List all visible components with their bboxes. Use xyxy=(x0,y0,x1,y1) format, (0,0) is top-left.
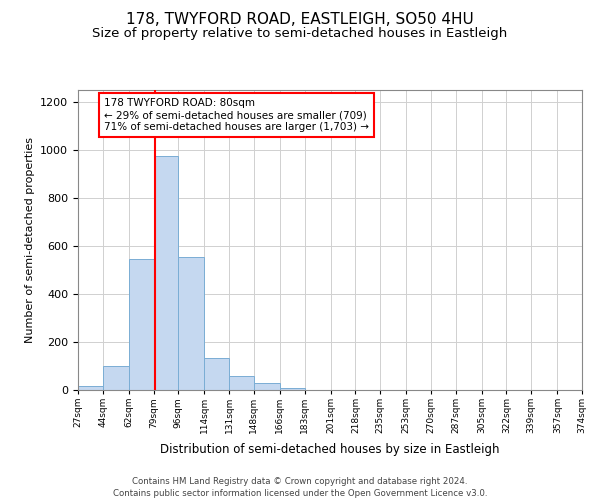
Bar xyxy=(229,376,254,390)
Bar xyxy=(254,384,280,390)
Text: Size of property relative to semi-detached houses in Eastleigh: Size of property relative to semi-detach… xyxy=(92,28,508,40)
Text: 178, TWYFORD ROAD, EASTLEIGH, SO50 4HU: 178, TWYFORD ROAD, EASTLEIGH, SO50 4HU xyxy=(126,12,474,28)
Bar xyxy=(154,156,178,390)
Text: 178 TWYFORD ROAD: 80sqm
← 29% of semi-detached houses are smaller (709)
71% of s: 178 TWYFORD ROAD: 80sqm ← 29% of semi-de… xyxy=(104,98,369,132)
Y-axis label: Number of semi-detached properties: Number of semi-detached properties xyxy=(25,137,35,343)
Bar xyxy=(103,366,129,390)
Text: Distribution of semi-detached houses by size in Eastleigh: Distribution of semi-detached houses by … xyxy=(160,442,500,456)
Bar xyxy=(129,259,154,390)
Bar xyxy=(178,257,205,390)
Text: Contains public sector information licensed under the Open Government Licence v3: Contains public sector information licen… xyxy=(113,489,487,498)
Bar xyxy=(280,388,305,390)
Bar xyxy=(205,358,229,390)
Text: Contains HM Land Registry data © Crown copyright and database right 2024.: Contains HM Land Registry data © Crown c… xyxy=(132,478,468,486)
Bar xyxy=(78,386,103,390)
